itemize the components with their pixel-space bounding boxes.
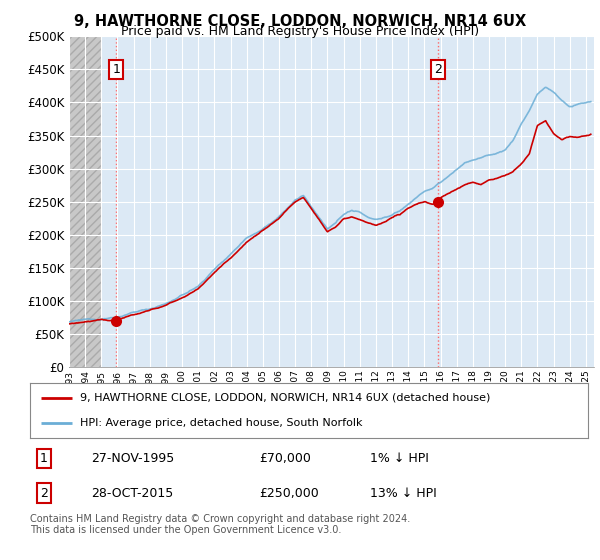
Text: 27-NOV-1995: 27-NOV-1995 (91, 452, 175, 465)
Text: Contains HM Land Registry data © Crown copyright and database right 2024.
This d: Contains HM Land Registry data © Crown c… (30, 514, 410, 535)
Text: 1: 1 (112, 63, 120, 76)
Text: 1: 1 (40, 452, 48, 465)
Bar (69, 36, 101, 367)
Text: £250,000: £250,000 (259, 487, 319, 500)
Text: 9, HAWTHORNE CLOSE, LODDON, NORWICH, NR14 6UX (detached house): 9, HAWTHORNE CLOSE, LODDON, NORWICH, NR1… (80, 393, 491, 403)
Text: 2: 2 (434, 63, 442, 76)
Text: HPI: Average price, detached house, South Norfolk: HPI: Average price, detached house, Sout… (80, 418, 363, 428)
Text: 13% ↓ HPI: 13% ↓ HPI (370, 487, 437, 500)
Text: 1% ↓ HPI: 1% ↓ HPI (370, 452, 429, 465)
Text: 28-OCT-2015: 28-OCT-2015 (91, 487, 173, 500)
Text: £70,000: £70,000 (259, 452, 311, 465)
Text: 2: 2 (40, 487, 48, 500)
Text: Price paid vs. HM Land Registry's House Price Index (HPI): Price paid vs. HM Land Registry's House … (121, 25, 479, 38)
Text: 9, HAWTHORNE CLOSE, LODDON, NORWICH, NR14 6UX: 9, HAWTHORNE CLOSE, LODDON, NORWICH, NR1… (74, 14, 526, 29)
